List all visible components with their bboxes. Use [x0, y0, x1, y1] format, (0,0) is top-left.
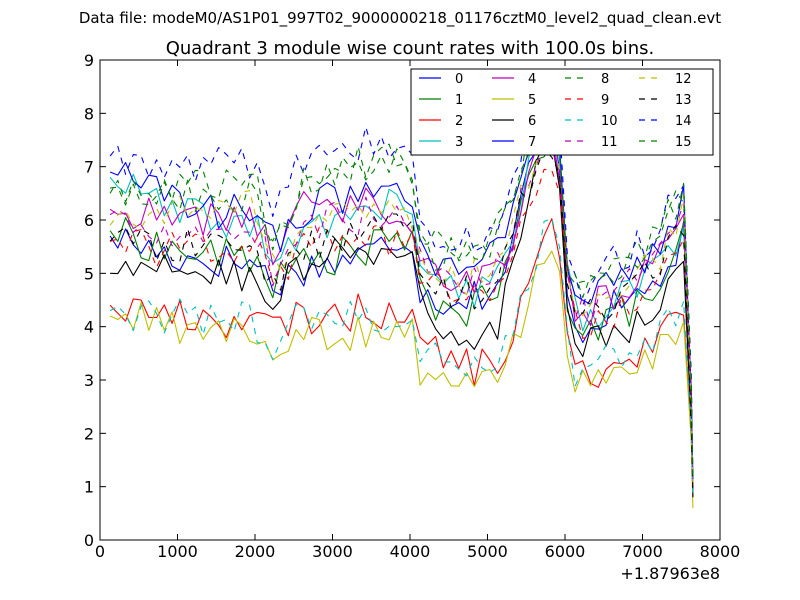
figure-suptitle: Data file: modeM0/AS1P01_997T02_90000002… — [79, 9, 721, 28]
y-tick-label: 4 — [84, 318, 94, 337]
series-line-15 — [109, 120, 694, 482]
legend-label-1: 1 — [455, 93, 463, 108]
plot-title: Quadrant 3 module wise count rates with … — [166, 38, 655, 59]
series-line-3 — [109, 124, 694, 487]
legend-label-9: 9 — [601, 93, 609, 108]
plot-frame — [99, 59, 721, 541]
legend-label-13: 13 — [675, 93, 692, 108]
series-layer — [109, 77, 694, 509]
legend-label-15: 15 — [675, 135, 692, 150]
y-tick-label: 0 — [84, 531, 94, 550]
y-tick-label: 7 — [84, 158, 94, 177]
series-line-4 — [109, 132, 694, 487]
x-offset-label: +1.87963e8 — [620, 564, 720, 583]
series-line-13 — [109, 148, 694, 493]
series-line-5 — [109, 250, 694, 509]
x-tick-label: 7000 — [622, 542, 663, 561]
series-line-9 — [109, 168, 694, 493]
legend-label-7: 7 — [528, 135, 536, 150]
y-tick-label: 2 — [84, 424, 94, 443]
legend-label-2: 2 — [455, 114, 463, 129]
series-line-2 — [109, 218, 694, 498]
legend-label-14: 14 — [675, 114, 692, 129]
y-tick-label: 1 — [84, 478, 94, 497]
legend-frame — [410, 68, 714, 156]
legend-label-11: 11 — [601, 135, 618, 150]
x-tick-label: 8000 — [700, 542, 741, 561]
y-tick-label: 8 — [84, 104, 94, 123]
x-tick-label: 1000 — [157, 542, 198, 561]
y-tick-label: 6 — [84, 211, 94, 230]
legend-label-12: 12 — [675, 72, 692, 87]
series-line-8 — [110, 109, 694, 482]
legend-label-8: 8 — [601, 72, 609, 87]
series-line-12 — [109, 124, 694, 487]
legend-label-6: 6 — [528, 114, 536, 129]
legend-label-10: 10 — [601, 114, 618, 129]
legend-label-4: 4 — [528, 72, 536, 87]
y-tick-label: 9 — [84, 51, 94, 70]
y-tick-label: 3 — [84, 371, 94, 390]
series-line-14 — [109, 77, 694, 477]
x-tick-label: 3000 — [312, 542, 353, 561]
x-tick-label: 6000 — [545, 542, 586, 561]
legend-label-0: 0 — [455, 72, 463, 87]
x-tick-label: 2000 — [235, 542, 276, 561]
series-line-6 — [110, 139, 694, 498]
x-tick-label: 0 — [95, 542, 105, 561]
x-tick-label: 5000 — [467, 542, 508, 561]
series-line-11 — [109, 144, 694, 487]
legend-label-3: 3 — [455, 135, 463, 150]
series-line-1 — [109, 144, 694, 493]
x-tick-label: 4000 — [390, 542, 431, 561]
legend-label-5: 5 — [528, 93, 536, 108]
y-tick-label: 5 — [84, 264, 94, 283]
axis-ticks: 0 1000 2000 3000 4000 5000 6000 7000 80000123456… — [84, 51, 741, 561]
